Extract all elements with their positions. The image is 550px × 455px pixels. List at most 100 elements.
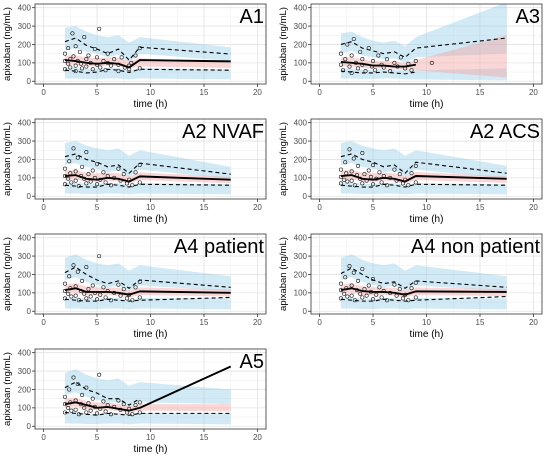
y-tick-label: 300 (294, 137, 308, 146)
observation-point (137, 400, 142, 405)
observation-point (379, 180, 384, 185)
x-tick-label: 10 (422, 318, 431, 327)
observation-point (124, 181, 129, 186)
observation-point (368, 289, 373, 294)
observation-point (116, 69, 121, 74)
observation-point (137, 46, 142, 51)
observation-point (352, 298, 357, 303)
observation-point (351, 270, 356, 275)
observation-point (71, 263, 76, 268)
observation-point (62, 289, 67, 294)
observation-point (360, 151, 365, 156)
observation-point (62, 410, 67, 415)
observation-point (92, 404, 97, 409)
x-tick-label: 15 (200, 318, 209, 327)
observation-point (73, 178, 78, 183)
observation-point (392, 60, 397, 65)
observation-point (121, 402, 126, 407)
observation-point (95, 411, 100, 416)
observation-point (403, 177, 408, 182)
x-tick-label: 0 (41, 88, 46, 97)
observation-point (97, 372, 102, 377)
observation-point (349, 293, 354, 298)
observation-point (406, 61, 411, 66)
x-axis-label: time (h) (410, 214, 444, 225)
observation-point (62, 182, 67, 187)
observation-point (116, 166, 121, 171)
lower-percentile-line (340, 183, 507, 188)
observation-point (394, 178, 399, 183)
observation-point (137, 162, 142, 167)
x-tick-label: 15 (476, 318, 485, 327)
observation-point (97, 26, 102, 31)
y-tick-label: 400 (18, 348, 32, 357)
x-tick-label: 10 (146, 88, 155, 97)
observation-point (92, 47, 97, 52)
observation-point (360, 295, 365, 300)
lower-percentile-line (64, 68, 231, 74)
observation-point (349, 178, 354, 183)
y-axis-label: apixaban (ng/mL) (2, 122, 13, 196)
y-axis-label: apixaban (ng/mL) (278, 7, 289, 81)
observation-point (68, 171, 73, 176)
observation-point (101, 399, 106, 404)
lower-percentile-band (340, 297, 507, 310)
x-axis-label: time (h) (134, 99, 168, 110)
observation-point (381, 174, 386, 179)
y-tick-label: 300 (18, 137, 32, 146)
panel-title: A3 (516, 6, 540, 28)
observation-point (62, 281, 67, 286)
observation-point (371, 59, 376, 64)
observation-point (119, 55, 124, 60)
observation-point (108, 63, 113, 68)
upper-percentile-line (340, 37, 507, 58)
observation-point (352, 183, 357, 188)
observation-point (371, 182, 376, 187)
observation-point (103, 409, 108, 414)
observation-point (92, 175, 97, 180)
x-tick-label: 15 (476, 88, 485, 97)
observation-point (84, 57, 89, 62)
observation-point (354, 288, 359, 293)
observation-point (376, 53, 381, 58)
upper-percentile-line (64, 266, 231, 289)
x-tick-label: 5 (371, 88, 376, 97)
observation-point (86, 401, 91, 406)
observation-point (130, 298, 135, 303)
observation-point (73, 398, 78, 403)
x-tick-label: 20 (529, 318, 538, 327)
observation-point (392, 167, 397, 172)
median-line (340, 287, 507, 296)
x-tick-label: 15 (476, 203, 485, 212)
upper-percentile-line (64, 153, 231, 175)
y-tick-label: 200 (294, 270, 308, 279)
observation-point (130, 412, 135, 417)
x-axis-label: time (h) (134, 214, 168, 225)
observation-point (68, 286, 73, 291)
observation-point (347, 264, 352, 269)
observation-point (388, 69, 393, 74)
y-tick-label: 0 (27, 307, 32, 316)
observation-point (108, 298, 113, 303)
observation-point (68, 400, 73, 405)
upper-percentile-band (64, 254, 231, 292)
x-tick-label: 5 (371, 203, 376, 212)
upper-percentile-line (64, 381, 141, 406)
observation-point (371, 277, 376, 282)
observation-point (95, 297, 100, 302)
observation-point (360, 57, 365, 62)
x-tick-label: 15 (200, 203, 209, 212)
panel-title: A4 non patient (411, 236, 540, 258)
y-axis-label: apixaban (ng/mL) (278, 122, 289, 196)
panel-title: A2 NVAF (182, 121, 264, 143)
upper-percentile-band (340, 141, 507, 179)
observation-point (62, 67, 67, 72)
observation-point (95, 162, 100, 167)
upper-percentile-line (340, 267, 507, 289)
observation-point (349, 283, 354, 288)
observation-point (112, 404, 117, 409)
